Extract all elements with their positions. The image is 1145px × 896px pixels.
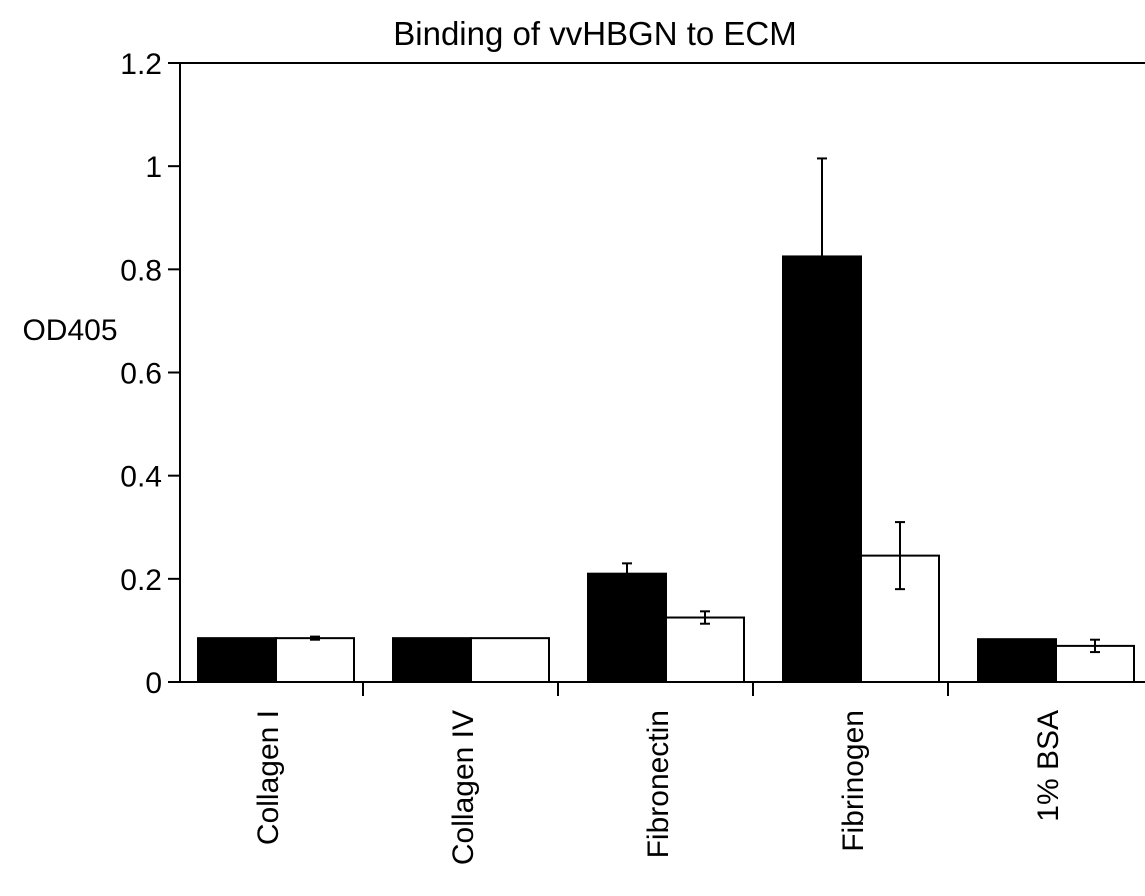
y-tick-label: 0.6 — [120, 358, 162, 391]
bar — [587, 572, 667, 683]
bars — [197, 255, 1135, 684]
y-tick-label: 0.2 — [120, 564, 162, 597]
chart-title: Binding of vvHBGN to ECM — [393, 15, 796, 52]
bar — [1055, 644, 1135, 683]
category-labels: Collagen I Collagen IV Fibronectin Fibrinog… — [252, 710, 1065, 865]
y-tick-labels: 0 0.2 0.4 0.6 0.8 1 1.2 — [120, 48, 162, 700]
y-tick-label: 0.8 — [120, 254, 162, 287]
bar — [197, 637, 277, 684]
y-tick-label: 0 — [145, 667, 162, 700]
y-tick-label: 1.2 — [120, 48, 162, 81]
bar — [977, 638, 1057, 684]
y-tick-label: 1 — [145, 151, 162, 184]
y-tick-label: 0.4 — [120, 461, 162, 494]
category-label: 1% BSA — [1032, 710, 1065, 822]
category-label: Collagen IV — [447, 710, 480, 865]
bar — [275, 637, 355, 684]
bar — [470, 637, 550, 684]
error-bars — [310, 157, 1100, 654]
category-label: Fibrinogen — [837, 710, 870, 852]
bar — [665, 616, 745, 683]
y-axis-label: OD405 — [22, 314, 117, 347]
category-label: Fibronectin — [642, 710, 675, 858]
bar — [392, 637, 472, 684]
category-label: Collagen I — [252, 710, 285, 845]
